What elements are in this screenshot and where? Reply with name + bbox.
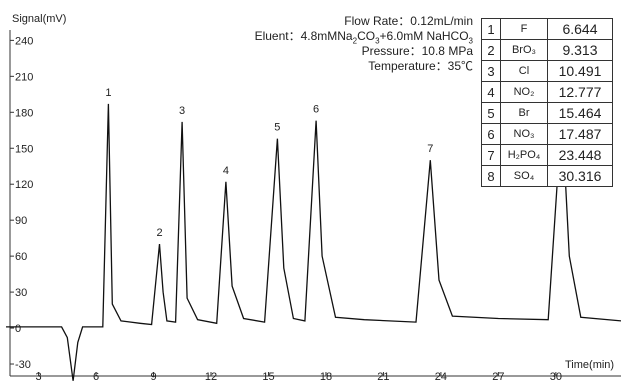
eluent-text: Eluent：4.8mMNa2CO3+6.0mM NaHCO3 <box>254 29 473 46</box>
y-tick-label: 0 <box>15 323 21 335</box>
x-tick-label: 30 <box>550 371 562 383</box>
peak-label: 5 <box>274 122 280 134</box>
ion-name-cell: Cl <box>500 60 548 82</box>
table-row: 6 NO₃ 17.487 <box>481 123 613 145</box>
retention-time-cell: 6.644 <box>547 18 613 40</box>
x-tick-label: 21 <box>377 371 389 383</box>
retention-time-cell: 9.313 <box>547 39 613 61</box>
x-tick-label: 15 <box>262 371 274 383</box>
peak-number-cell: 4 <box>481 81 501 103</box>
eluent-part: +6.0mM NaHCO <box>379 29 469 43</box>
temperature-text: Temperature：35℃ <box>368 59 473 73</box>
table-row: 3 Cl 10.491 <box>481 60 613 82</box>
ion-name-cell: SO₄ <box>500 165 548 187</box>
y-tick-label: -30 <box>15 359 31 371</box>
table-row: 4 NO₂ 12.777 <box>481 81 613 103</box>
x-tick-label: 6 <box>93 371 99 383</box>
peak-number-cell: 6 <box>481 123 501 145</box>
peak-label: 7 <box>427 143 433 155</box>
peak-label: 4 <box>223 165 229 177</box>
table-row: 2 BrO₃ 9.313 <box>481 39 613 61</box>
chromatogram-trace <box>6 103 621 381</box>
x-tick-label: 9 <box>150 371 156 383</box>
y-tick-label: 120 <box>15 179 33 191</box>
peak-label: 1 <box>105 87 111 99</box>
x-tick-label: 27 <box>492 371 504 383</box>
eluent-subscript: 3 <box>468 36 473 46</box>
ion-name-cell: Br <box>500 102 548 124</box>
retention-time-cell: 12.777 <box>547 81 613 103</box>
peak-label: 6 <box>313 104 319 116</box>
ion-name-cell: H₂PO₄ <box>500 144 548 166</box>
peak-number-cell: 1 <box>481 18 501 40</box>
y-axis-label: Signal(mV) <box>12 13 66 25</box>
peak-label: 3 <box>179 105 185 117</box>
run-conditions: Flow Rate：0.12mL/min Eluent：4.8mMNa2CO3+… <box>255 14 473 74</box>
peak-number-cell: 7 <box>481 144 501 166</box>
peak-number-cell: 3 <box>481 60 501 82</box>
eluent-subscript: 2 <box>352 36 358 46</box>
y-tick-label: 90 <box>15 215 27 227</box>
pressure-text: Pressure：10.8 MPa <box>361 44 473 58</box>
eluent-subscript: 3 <box>375 36 380 46</box>
y-tick-label: 60 <box>15 251 27 263</box>
y-tick-label: 210 <box>15 71 33 83</box>
x-axis-label: Time(min) <box>565 359 614 371</box>
peak-table: 1 F 6.644 2 BrO₃ 9.313 3 Cl 10.491 4 NO₂ 12.777 5 Br 1… <box>481 18 613 187</box>
retention-time-cell: 30.316 <box>547 165 613 187</box>
ion-name-cell: BrO₃ <box>500 39 548 61</box>
eluent-part: CO <box>357 29 376 43</box>
y-tick-label: 150 <box>15 143 33 155</box>
x-tick-label: 12 <box>205 371 217 383</box>
retention-time-cell: 10.491 <box>547 60 613 82</box>
table-row: 8 SO₄ 30.316 <box>481 165 613 187</box>
ion-name-cell: NO₃ <box>500 123 548 145</box>
y-tick-label: 240 <box>15 35 33 47</box>
y-tick-label: 30 <box>15 287 27 299</box>
peak-label: 2 <box>156 227 162 239</box>
flow-rate-text: Flow Rate：0.12mL/min <box>344 14 473 28</box>
retention-time-cell: 17.487 <box>547 123 613 145</box>
peak-labels: 1 2 3 4 5 6 7 <box>105 87 433 239</box>
eluent-part: Eluent：4.8mMNa <box>254 29 353 43</box>
table-row: 5 Br 15.464 <box>481 102 613 124</box>
y-tick-label: 180 <box>15 107 33 119</box>
retention-time-cell: 15.464 <box>547 102 613 124</box>
ion-name-cell: NO₂ <box>500 81 548 103</box>
table-row: 1 F 6.644 <box>481 18 613 40</box>
ion-name-cell: F <box>500 18 548 40</box>
x-tick-label: 3 <box>36 371 42 383</box>
peak-number-cell: 2 <box>481 39 501 61</box>
peak-number-cell: 8 <box>481 165 501 187</box>
peak-number-cell: 5 <box>481 102 501 124</box>
retention-time-cell: 23.448 <box>547 144 613 166</box>
x-tick-label: 18 <box>320 371 332 383</box>
x-tick-label: 24 <box>435 371 447 383</box>
table-row: 7 H₂PO₄ 23.448 <box>481 144 613 166</box>
